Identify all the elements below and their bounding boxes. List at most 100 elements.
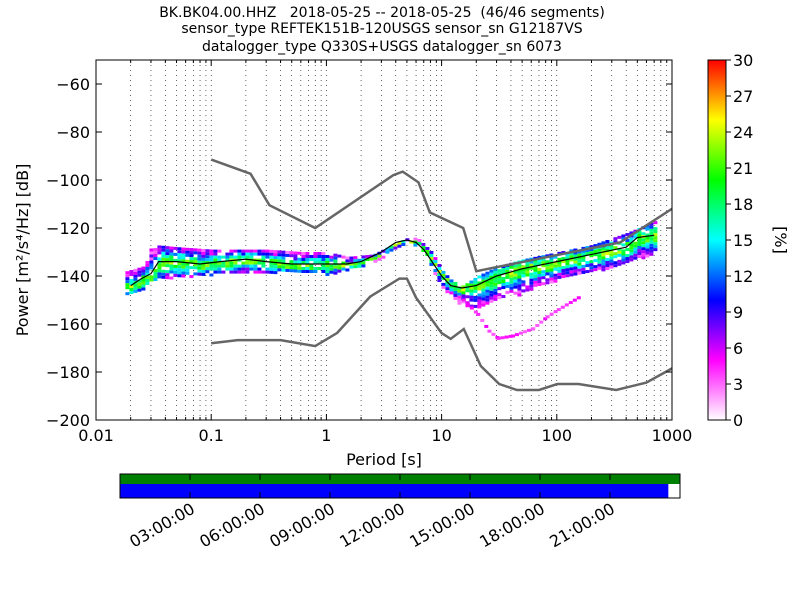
heatmap-cell — [273, 259, 278, 263]
heatmap-cell — [581, 270, 586, 274]
heatmap-cell — [517, 281, 522, 285]
heatmap-cell — [277, 250, 282, 254]
colorbar-tick-label: 30 — [733, 51, 753, 70]
heatmap-cell — [465, 304, 470, 308]
heatmap-cell — [469, 295, 474, 299]
heatmap-cell — [177, 250, 182, 254]
heatmap-cell — [649, 246, 654, 250]
heatmap-cell — [477, 284, 482, 288]
heatmap-cell — [549, 312, 554, 316]
heatmap-cell — [229, 264, 234, 268]
heatmap-cell — [461, 291, 466, 295]
heatmap-cell — [629, 231, 634, 235]
heatmap-cell — [525, 267, 530, 271]
heatmap-cell — [181, 259, 186, 263]
heatmap-cell — [621, 243, 626, 247]
heatmap-cell — [589, 254, 594, 258]
heatmap-cell — [281, 256, 286, 260]
heatmap-cell — [621, 258, 626, 262]
heatmap-cell — [137, 270, 142, 274]
heatmap-cell — [157, 263, 162, 267]
heatmap-cell — [533, 280, 538, 284]
heatmap-cell — [445, 284, 450, 288]
heatmap-cell — [337, 254, 342, 258]
heatmap-cell — [401, 242, 406, 246]
heatmap-cell — [237, 255, 242, 259]
heatmap-cell — [197, 254, 202, 258]
heatmap-cell — [525, 261, 530, 265]
heatmap-cell — [577, 256, 582, 260]
heatmap-cell — [645, 239, 650, 243]
heatmap-cell — [289, 263, 294, 267]
heatmap-cell — [491, 332, 496, 336]
heatmap-cell — [325, 255, 330, 258]
heatmap-cell — [485, 292, 490, 296]
heatmap-cell — [637, 230, 642, 234]
heatmap-cell — [193, 260, 198, 264]
heatmap-cell — [365, 255, 370, 259]
heatmap-cell — [485, 274, 490, 278]
heatmap-cell — [522, 330, 527, 334]
heatmap-cell — [169, 258, 174, 262]
heatmap-cell — [457, 295, 462, 299]
noise-model-lines — [130, 158, 672, 392]
heatmap-cell — [625, 254, 630, 258]
heatmap-cell — [509, 274, 514, 278]
heatmap-cell — [181, 265, 186, 269]
heatmap-cell — [517, 287, 522, 291]
heatmap-cell — [557, 275, 562, 279]
heatmap-cell — [257, 249, 262, 253]
heatmap-cell — [221, 261, 226, 265]
heatmap-cell — [377, 257, 382, 261]
heatmap-cell — [149, 266, 154, 270]
heatmap-cell — [209, 249, 214, 253]
heatmap-cell — [521, 265, 526, 269]
heatmap-cell — [601, 265, 606, 269]
heatmap-cell — [285, 265, 290, 269]
heatmap-cell — [561, 257, 566, 261]
heatmap-cell — [589, 263, 594, 267]
heatmap-cell — [417, 241, 422, 245]
heatmap-cell — [545, 260, 550, 264]
heatmap-cell — [177, 268, 182, 272]
heatmap-cell — [329, 264, 334, 268]
heatmap-cell — [573, 263, 578, 267]
heatmap-cell — [181, 250, 186, 254]
heatmap-cell — [473, 277, 478, 281]
heatmap-cell — [397, 241, 402, 245]
heatmap-cell — [209, 264, 214, 268]
heatmap-cell — [569, 255, 574, 259]
heatmap-cell — [617, 250, 622, 254]
heatmap-cell — [265, 267, 270, 271]
heatmap-cell — [449, 282, 454, 286]
heatmap-cell — [393, 246, 398, 250]
heatmap-cell — [529, 284, 534, 288]
heatmap-cell — [577, 253, 582, 257]
heatmap-cell — [605, 260, 610, 264]
heatmap-cell — [233, 267, 238, 271]
heatmap-cell — [141, 287, 146, 291]
heatmap-cell — [145, 278, 150, 282]
heatmap-cell — [649, 231, 654, 235]
heatmap-cell — [605, 263, 610, 267]
heatmap-cell — [577, 271, 582, 275]
heatmap-cell — [433, 269, 438, 273]
heatmap-cell — [417, 238, 422, 242]
heatmap-cell — [297, 266, 302, 270]
heatmap-cell — [517, 275, 522, 279]
heatmap-cell — [537, 268, 542, 272]
heatmap-cell — [493, 267, 498, 271]
heatmap-cell — [509, 277, 514, 281]
heatmap-cell — [605, 266, 610, 270]
heatmap-cell — [565, 265, 570, 269]
heatmap-cell — [269, 261, 274, 265]
heatmap-cell — [641, 232, 646, 236]
heatmap-cell — [213, 249, 218, 253]
heatmap-cell — [181, 256, 186, 260]
heatmap-cell — [169, 252, 174, 256]
heatmap-cell — [493, 285, 498, 289]
heatmap-cell — [137, 279, 142, 283]
heatmap-cell — [509, 289, 514, 293]
heatmap-cell — [493, 270, 498, 274]
heatmap-cell — [325, 267, 330, 270]
